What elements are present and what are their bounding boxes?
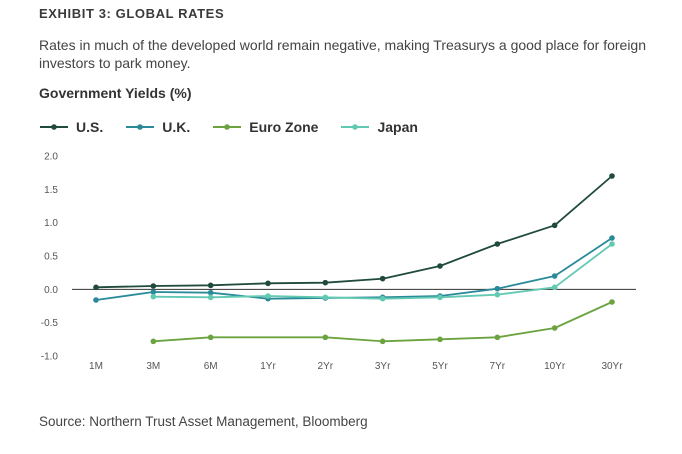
series-line-japan	[153, 243, 613, 300]
data-point-euro-zone	[379, 338, 386, 345]
data-point-japan	[494, 291, 501, 298]
data-point-u-k	[609, 235, 615, 241]
data-point-u-k	[207, 289, 214, 296]
y-tick-label: 1.5	[44, 185, 58, 196]
data-point-u-s	[322, 279, 329, 286]
legend: U.S. U.K. Euro Zone Japan	[39, 119, 440, 135]
x-tick-label: 5Yr	[432, 361, 448, 372]
legend-label-uk: U.K.	[162, 119, 191, 135]
series-line-euro-zone	[153, 301, 613, 343]
legend-swatch-euro-zone	[213, 124, 242, 130]
data-point-euro-zone	[322, 334, 329, 341]
data-point-u-s	[207, 282, 214, 289]
x-tick-label: 10Yr	[544, 361, 566, 372]
x-tick-label: 6M	[204, 361, 218, 372]
y-tick-label: 0.5	[44, 252, 58, 263]
data-point-japan	[379, 295, 386, 302]
legend-item-euro-zone: Euro Zone	[212, 119, 318, 135]
data-point-euro-zone	[150, 338, 157, 345]
data-point-euro-zone	[494, 334, 501, 341]
data-point-euro-zone	[609, 299, 615, 305]
chart-title: Government Yields (%)	[39, 85, 192, 101]
y-tick-label: 0.0	[44, 285, 58, 296]
data-point-u-s	[93, 284, 99, 291]
y-tick-label: -0.5	[41, 318, 59, 329]
data-point-u-k	[93, 297, 99, 303]
data-point-japan	[551, 284, 558, 291]
x-tick-label: 1Yr	[260, 361, 276, 372]
y-tick-label: 1.0	[44, 218, 58, 229]
data-point-japan	[609, 241, 615, 247]
data-point-u-s	[609, 173, 615, 179]
data-point-u-k	[551, 273, 558, 279]
data-point-u-s	[265, 280, 271, 287]
data-point-u-s	[437, 263, 443, 269]
data-point-japan	[207, 294, 214, 301]
series-line-u-s	[95, 175, 613, 289]
legend-swatch-us	[40, 124, 68, 130]
data-point-euro-zone	[437, 336, 443, 343]
x-tick-label: 3Yr	[375, 361, 391, 372]
data-point-japan	[150, 293, 157, 300]
legend-label-us: U.S.	[76, 119, 104, 135]
y-tick-label: 2.0	[44, 152, 58, 163]
legend-swatch-japan	[341, 124, 370, 130]
source-note: Source: Northern Trust Asset Management,…	[39, 414, 368, 429]
data-point-japan	[437, 294, 443, 301]
data-point-u-s	[379, 275, 386, 282]
legend-item-uk: U.K.	[125, 119, 190, 135]
y-tick-label: -1.0	[41, 352, 59, 363]
data-point-japan	[265, 293, 271, 299]
legend-item-japan: Japan	[340, 119, 418, 135]
data-point-u-k	[494, 285, 501, 292]
x-tick-label: 7Yr	[490, 361, 506, 372]
data-point-japan	[322, 294, 329, 301]
chart-subtitle: Rates in much of the developed world rem…	[39, 37, 647, 71]
data-point-u-s	[494, 241, 501, 247]
legend-swatch-uk	[126, 124, 155, 130]
x-tick-label: 2Yr	[318, 361, 334, 372]
data-point-euro-zone	[551, 325, 558, 331]
data-point-u-k	[150, 289, 157, 295]
x-tick-label: 3M	[146, 361, 160, 372]
data-point-u-s	[551, 222, 558, 229]
x-tick-label: 1M	[89, 361, 103, 372]
legend-item-us: U.S.	[39, 119, 103, 135]
x-tick-label: 30Yr	[601, 361, 623, 372]
exhibit-title: EXHIBIT 3: GLOBAL RATES	[39, 6, 225, 21]
legend-label-euro-zone: Euro Zone	[249, 119, 319, 135]
data-point-euro-zone	[207, 334, 214, 341]
legend-label-japan: Japan	[377, 119, 418, 135]
data-point-u-s	[150, 283, 157, 289]
